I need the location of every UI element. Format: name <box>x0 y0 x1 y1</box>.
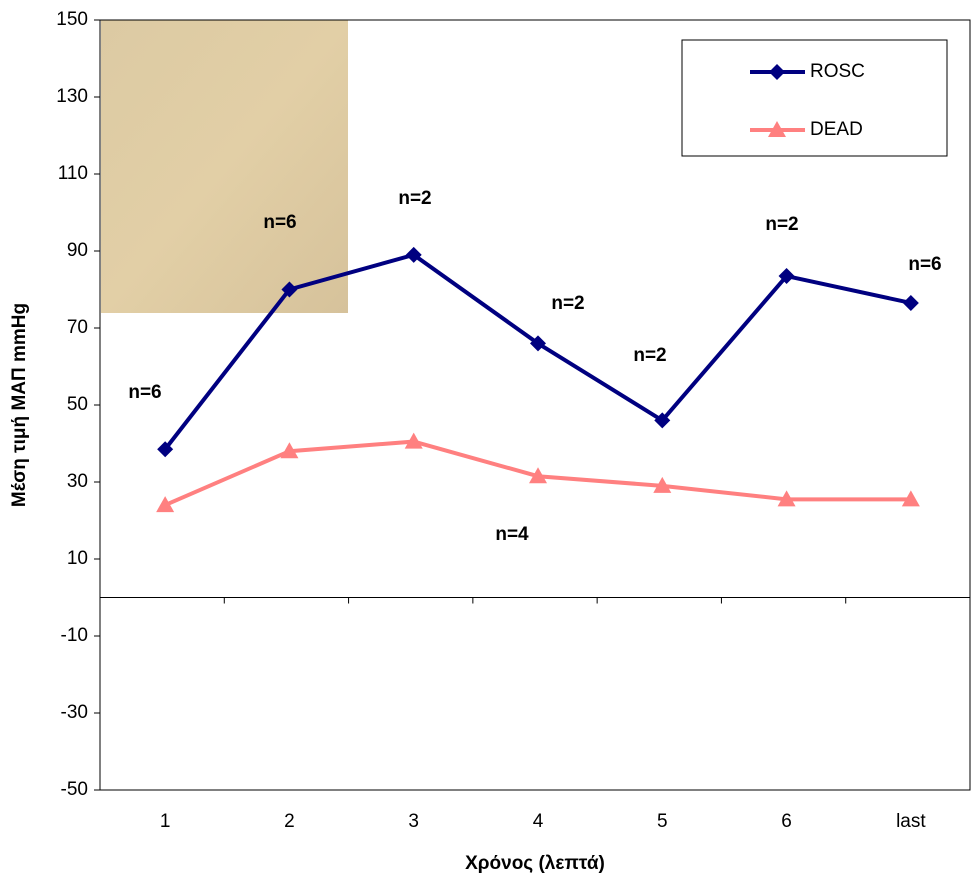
data-point <box>280 442 299 459</box>
annotation: n=2 <box>551 293 584 314</box>
annotation: n=4 <box>495 524 529 545</box>
y-tick-label: 150 <box>56 9 88 30</box>
annotation: n=6 <box>263 212 296 233</box>
y-tick-label: 10 <box>67 548 88 569</box>
annotation: n=2 <box>633 345 666 366</box>
y-tick-label: 90 <box>67 240 88 261</box>
x-tick-label: 2 <box>284 811 295 832</box>
y-tick-label: 30 <box>67 471 88 492</box>
x-tick-label: 4 <box>533 811 544 832</box>
x-tick-label: 5 <box>657 811 668 832</box>
data-point <box>654 412 671 429</box>
x-tick-label: 1 <box>160 811 171 832</box>
legend-marker <box>769 64 785 80</box>
legend-marker <box>768 121 786 137</box>
background-texture <box>101 20 348 313</box>
y-tick-label: 50 <box>67 394 88 415</box>
data-point <box>530 335 546 352</box>
legend-label: DEAD <box>810 119 863 140</box>
data-point <box>281 281 298 298</box>
y-tick-label: 70 <box>67 317 88 338</box>
legend-label: ROSC <box>810 61 865 82</box>
y-tick-label: 110 <box>58 163 88 184</box>
annotation: n=2 <box>765 214 798 235</box>
x-tick-label: last <box>896 811 926 832</box>
annotation: n=2 <box>398 188 431 209</box>
data-point <box>901 490 920 507</box>
data-point <box>777 490 796 507</box>
x-tick-label: 3 <box>408 811 419 832</box>
data-point <box>156 496 175 513</box>
y-tick-label: -10 <box>61 625 88 646</box>
data-point <box>529 467 547 484</box>
data-point <box>157 441 174 458</box>
data-point <box>902 294 919 311</box>
y-tick-label: -30 <box>61 702 88 723</box>
data-point <box>405 246 422 263</box>
y-tick-label: 130 <box>56 86 88 107</box>
data-point <box>404 432 423 449</box>
annotation: n=6 <box>908 254 941 275</box>
data-point <box>653 476 672 493</box>
annotation: n=6 <box>128 382 161 403</box>
legend <box>681 39 948 157</box>
x-axis-title: Χρόνος (λεπτά) <box>465 853 605 874</box>
y-tick-label: -50 <box>61 779 88 800</box>
data-point <box>778 268 795 285</box>
x-tick-label: 6 <box>781 811 792 832</box>
y-axis-title: Μέση τιμή ΜΑΠ mmHg <box>9 303 30 507</box>
